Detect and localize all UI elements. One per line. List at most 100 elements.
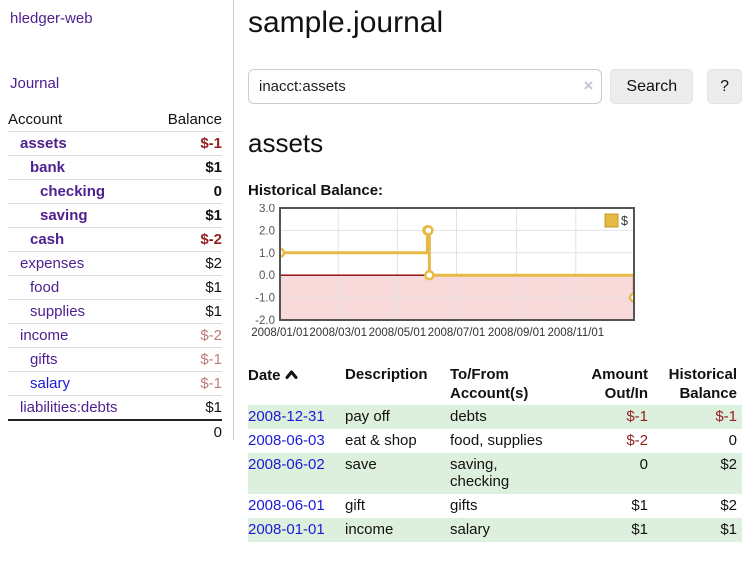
account-row: saving $1 [8,203,222,228]
register-header-row: Date Description To/From Account(s) Amou… [248,363,742,405]
transaction-description: gift [345,497,366,514]
account-link[interactable]: gifts [30,351,58,368]
transaction-date-link[interactable]: 2008-06-01 [248,497,325,514]
transaction-amount: $1 [631,521,648,538]
chart-wrap: $ -2.0 -1.0 0.0 1.0 2.0 3.0 2008/01/01 2008/03/0… [248,203,742,348]
transaction-description: save [345,456,377,473]
sort-ascending-icon[interactable] [285,365,298,384]
transaction-description: pay off [345,408,390,425]
svg-text:3.0: 3.0 [259,204,275,215]
svg-text:2008/09/01: 2008/09/01 [488,327,546,339]
sidebar: hledger-web Journal Account Balance asse… [0,0,233,444]
account-link[interactable]: salary [30,375,71,392]
chart-label: Historical Balance: [248,182,384,199]
accounts-total-value: 0 [151,419,222,444]
account-balance: $1 [151,203,222,228]
account-balance: $-2 [151,323,222,348]
register-header-description: Description [345,366,428,383]
transaction-date-link[interactable]: 2008-06-03 [248,432,325,449]
register-row: 2008-06-01 gift gifts $1 $2 [248,494,742,518]
transaction-accounts: debts [450,408,487,425]
transaction-accounts: salary [450,521,491,538]
page-title: sample.journal [248,6,444,39]
account-balance: $-1 [151,371,222,396]
accounts-total-row: 0 [8,419,222,444]
account-row: bank $1 [8,155,222,180]
accounts-header-balance: Balance [151,108,222,132]
svg-text:2.0: 2.0 [259,225,275,237]
transaction-accounts: gifts [450,497,478,514]
sidebar-item-journal[interactable]: Journal [10,75,60,92]
transaction-balance: $2 [720,497,737,514]
register-header-date[interactable]: Date [248,363,345,405]
account-balance: $1 [151,275,222,300]
transaction-date-link[interactable]: 2008-06-02 [248,456,325,473]
register-header-balance: Historical Balance [668,366,737,402]
account-link[interactable]: liabilities:debts [20,399,118,416]
account-link[interactable]: food [30,279,60,296]
svg-text:2008/01/01: 2008/01/01 [251,327,309,339]
transaction-accounts: food, supplies [450,432,543,449]
search-input[interactable] [248,69,603,104]
svg-text:-2.0: -2.0 [255,315,275,327]
svg-text:2008/03/01: 2008/03/01 [309,327,367,339]
svg-text:2008/05/01: 2008/05/01 [369,327,427,339]
account-balance: $-2 [151,227,222,252]
account-link[interactable]: income [20,327,69,344]
transaction-balance: $-1 [715,408,737,425]
svg-text:$: $ [621,214,628,228]
account-balance: 0 [151,179,222,204]
account-link[interactable]: saving [40,207,88,224]
svg-text:2008/07/01: 2008/07/01 [428,327,486,339]
search-form: × Search ? [248,69,742,104]
register-row: 2008-12-31 pay off debts $-1 $-1 [248,405,742,429]
account-row: checking 0 [8,179,222,204]
transaction-amount: $-1 [626,408,648,425]
account-link[interactable]: expenses [20,255,85,272]
account-balance: $1 [151,299,222,324]
search-button[interactable]: Search [610,69,694,104]
account-balance: $1 [151,155,222,180]
account-link[interactable]: bank [30,159,66,176]
clear-search-icon[interactable]: × [583,76,594,95]
account-link[interactable]: cash [30,231,65,248]
transaction-date-link[interactable]: 2008-01-01 [248,521,325,538]
account-link[interactable]: checking [40,183,106,200]
register-table-body: 2008-12-31 pay off debts $-1 $-1 2008-06… [248,405,742,542]
account-balance: $2 [151,251,222,276]
transaction-amount: $1 [631,497,648,514]
transaction-amount: $-2 [626,432,648,449]
transaction-date-link[interactable]: 2008-12-31 [248,408,325,425]
account-row: cash $-2 [8,227,222,252]
transaction-balance: 0 [728,432,737,449]
account-row: income $-2 [8,323,222,348]
register-row: 2008-06-02 save saving, checking 0 $2 [248,453,742,494]
account-row: assets $-1 [8,131,222,156]
account-row: supplies $1 [8,299,222,324]
transaction-balance: $2 [720,456,737,473]
accounts-table: Account Balance assets $-1 bank $1 check… [8,108,222,444]
account-balance: $1 [151,395,222,421]
account-row: food $1 [8,275,222,300]
sidebar-divider [233,0,234,440]
accounts-header-account: Account [8,108,152,132]
account-row: expenses $2 [8,251,222,276]
search-help-button[interactable]: ? [707,69,742,104]
account-balance: $-1 [151,347,222,372]
account-link[interactable]: assets [20,135,67,152]
transaction-accounts: saving, checking [450,456,510,490]
svg-text:2008/11/01: 2008/11/01 [547,327,604,339]
svg-text:0.0: 0.0 [259,270,275,282]
transaction-balance: $1 [720,521,737,538]
transaction-description: income [345,521,394,538]
register-row: 2008-06-03 eat & shop food, supplies $-2… [248,429,742,453]
register-row: 2008-01-01 income salary $1 $1 [248,518,742,542]
register-header-accounts: To/From Account(s) [450,366,529,402]
register-table: Date Description To/From Account(s) Amou… [248,363,742,542]
svg-text:1.0: 1.0 [259,248,275,260]
transaction-description: eat & shop [345,432,417,449]
account-link[interactable]: supplies [30,303,86,320]
main-content: sample.journal × Search ? assets Histori… [248,0,742,542]
app-brand[interactable]: hledger-web [10,10,93,27]
svg-text:-1.0: -1.0 [255,293,275,305]
